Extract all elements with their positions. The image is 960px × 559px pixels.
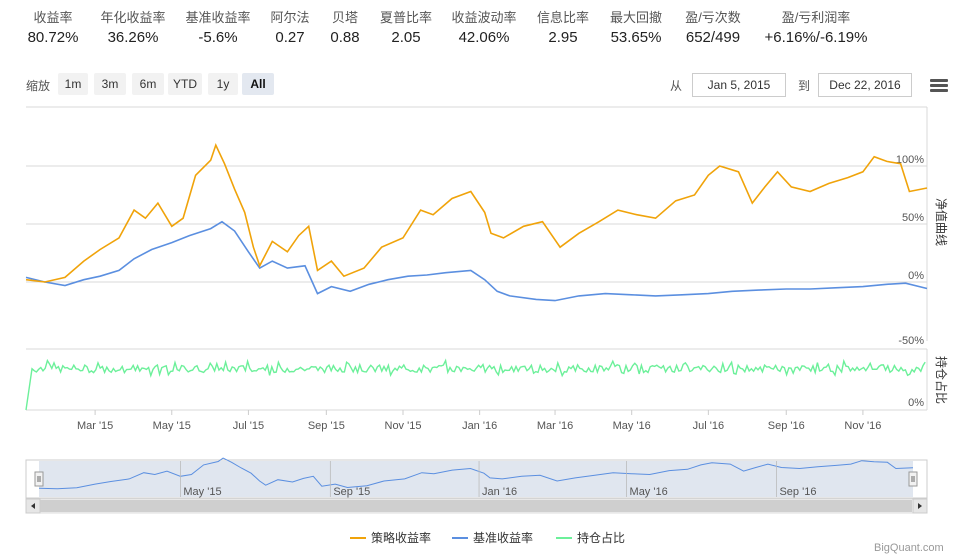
x-tick-label: Nov '16 — [844, 420, 881, 432]
stat-value: 53.65% — [610, 29, 662, 46]
main-y-tick: 0% — [908, 270, 924, 282]
zoom-label: 缩放 — [26, 79, 51, 93]
range-button-1y[interactable]: 1y — [208, 73, 238, 95]
stat-value: 0.88 — [330, 29, 360, 46]
stat-value: 0.27 — [275, 29, 305, 46]
navigator-tick-label: May '15 — [183, 486, 221, 498]
legend-label: 策略收益率 — [371, 531, 432, 545]
stat-label: 年化收益率 — [100, 10, 166, 25]
navigator-handle-right[interactable] — [908, 471, 918, 487]
stat-value: 80.72% — [27, 29, 79, 46]
navigator-tick-label: Sep '15 — [333, 486, 370, 498]
stat-value: +6.16%/-6.19% — [764, 29, 868, 46]
stat-label: 收益率 — [33, 10, 73, 25]
benchmark-series-line[interactable] — [25, 220, 928, 302]
from-label: 从 — [670, 79, 683, 93]
x-tick-label: Sep '15 — [308, 420, 345, 432]
stat-label: 贝塔 — [331, 10, 358, 25]
position-series-line[interactable] — [25, 358, 926, 411]
x-axis-ticks: Mar '15 May '15 Jul '15 Sep '15 Nov '15 Jan '… — [77, 410, 881, 432]
chart-menu-icon[interactable] — [930, 79, 948, 93]
scroll-right-arrow-icon — [918, 503, 922, 509]
scroll-left-arrow-icon — [31, 503, 35, 509]
navigator-selected-range[interactable] — [39, 461, 913, 497]
stat-max-drawdown: 最大回撤 53.65% — [606, 10, 666, 48]
x-tick-label: May '15 — [153, 420, 191, 432]
to-date-input[interactable] — [818, 73, 912, 97]
navigator-tick-label: May '16 — [630, 486, 668, 498]
x-tick-label: Jul '15 — [233, 420, 264, 432]
range-button-3m[interactable]: 3m — [94, 73, 126, 95]
chart-legend: 策略收益率 基准收益率 持仓占比 — [0, 530, 960, 548]
stat-value: 42.06% — [458, 29, 510, 46]
range-button-6m[interactable]: 6m — [132, 73, 164, 95]
x-tick-label: Jul '16 — [693, 420, 724, 432]
x-tick-label: Mar '15 — [77, 420, 113, 432]
stat-annual-return: 年化收益率 36.26% — [98, 10, 168, 48]
main-axis-title: 净值曲线 — [934, 198, 949, 246]
stat-alpha: 阿尔法 0.27 — [266, 10, 314, 48]
x-tick-label: May '16 — [613, 420, 651, 432]
x-tick-label: Nov '15 — [385, 420, 422, 432]
main-y-tick: -50% — [898, 335, 924, 347]
legend-swatch — [350, 536, 366, 539]
legend-item-benchmark[interactable]: 基准收益率 — [452, 530, 533, 546]
stat-label: 盈/亏利润率 — [781, 10, 851, 25]
to-label: 到 — [798, 79, 811, 93]
stat-value: 2.95 — [548, 29, 578, 46]
legend-item-position[interactable]: 持仓占比 — [556, 530, 625, 546]
credit-link[interactable]: BigQuant.com — [874, 542, 944, 554]
navigator-handle-left[interactable] — [34, 471, 44, 487]
stat-label: 夏普比率 — [379, 10, 432, 25]
stat-label: 收益波动率 — [451, 10, 517, 25]
stat-label: 基准收益率 — [185, 10, 251, 25]
legend-item-strategy[interactable]: 策略收益率 — [350, 530, 431, 546]
stat-volatility: 收益波动率 42.06% — [448, 10, 520, 48]
navigator-series-line — [38, 457, 914, 490]
stat-benchmark-return: 基准收益率 -5.6% — [182, 10, 254, 48]
main-y-tick: 50% — [902, 212, 924, 224]
stat-label: 信息比率 — [536, 10, 589, 25]
stat-sharpe: 夏普比率 2.05 — [378, 10, 434, 48]
stat-information-ratio: 信息比率 2.95 — [534, 10, 592, 48]
stat-label: 最大回撤 — [609, 10, 662, 25]
range-button-1m[interactable]: 1m — [58, 73, 88, 95]
navigator-ticks: May '15 Sep '15 Jan '16 May '16 Sep '16 — [180, 461, 816, 498]
legend-label: 持仓占比 — [577, 531, 626, 545]
stat-value: -5.6% — [198, 29, 238, 46]
main-y-tick: 100% — [896, 154, 924, 166]
range-button-all[interactable]: All — [242, 73, 274, 95]
strategy-series-line[interactable] — [25, 142, 928, 283]
position-axis-title: 持仓占比 — [934, 356, 949, 404]
stat-win-loss-count: 盈/亏次数 652/499 — [676, 10, 750, 48]
position-y-tick: 0% — [908, 397, 924, 409]
stat-value: 36.26% — [107, 29, 159, 46]
scrollbar-thumb[interactable] — [40, 500, 912, 512]
main-y-axis-ticks: 100% 50% 0% -50% — [896, 154, 924, 347]
legend-label: 基准收益率 — [473, 531, 534, 545]
navigator-tick-label: Jan '16 — [482, 486, 517, 498]
stat-win-loss-ratio: 盈/亏利润率 +6.16%/-6.19% — [758, 10, 874, 48]
main-gridlines — [26, 165, 927, 283]
stat-value: 652/499 — [685, 29, 741, 46]
legend-swatch — [556, 536, 572, 539]
x-tick-label: Jan '16 — [462, 420, 497, 432]
stat-label: 盈/亏次数 — [685, 10, 741, 25]
range-button-ytd[interactable]: YTD — [168, 73, 202, 95]
stat-label: 阿尔法 — [270, 10, 310, 25]
range-selector: 缩放 1m 3m 6m YTD 1y All 从 到 — [0, 70, 960, 100]
from-date-input[interactable] — [692, 73, 786, 97]
legend-swatch — [452, 536, 468, 539]
stat-beta: 贝塔 0.88 — [326, 10, 364, 48]
stat-value: 2.05 — [391, 29, 421, 46]
x-tick-label: Sep '16 — [768, 420, 805, 432]
stats-bar: 收益率 80.72% 年化收益率 36.26% 基准收益率 -5.6% 阿尔法 … — [0, 0, 960, 52]
navigator-tick-label: Sep '16 — [779, 486, 816, 498]
x-tick-label: Mar '16 — [537, 420, 573, 432]
stat-total-return: 收益率 80.72% — [26, 10, 80, 48]
